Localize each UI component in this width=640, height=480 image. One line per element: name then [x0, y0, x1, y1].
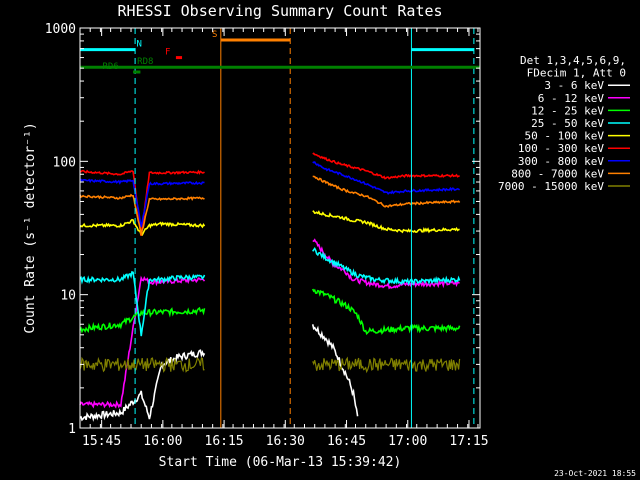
legend-label: 50 - 100 keV [525, 130, 605, 143]
x-tick-label: 16:45 [327, 434, 366, 449]
series-line-25-50-kev-0 [79, 270, 206, 337]
timestamp-footer: 23-Oct-2021 18:55 [554, 469, 636, 478]
series-line-800-7000-kev-1 [312, 175, 461, 208]
x-axis-label: Start Time (06-Mar-13 15:39:42) [159, 455, 402, 470]
series-line-12-25-kev-0 [79, 306, 206, 334]
legend-label: 7000 - 15000 keV [498, 180, 604, 193]
series-line-12-25-kev-1 [311, 288, 461, 336]
series-line-25-50-kev-1 [312, 246, 461, 286]
series-line-3-6-kev-1 [311, 324, 359, 417]
legend-label: 12 - 25 keV [531, 104, 604, 117]
legend: Det 1,3,4,5,6,9,FDecim 1, Att 03 - 6 keV… [498, 54, 630, 193]
flag-label-f: F [165, 48, 170, 58]
y-tick-label: 100 [53, 155, 76, 170]
axes: 1 10 100 1000 15:45 16:00 16:15 16:30 16:45 17:00… [45, 22, 489, 449]
chart-title: RHESSI Observing Summary Count Rates [117, 2, 442, 20]
flag-label-rd8: RD8 [137, 57, 153, 67]
series-line-3-6-kev-0 [79, 349, 206, 422]
series-line-300-800-kev-0 [79, 178, 205, 228]
series-line-50-100-kev-1 [312, 210, 460, 234]
x-tick-label: 17:00 [388, 434, 427, 449]
legend-label: 3 - 6 keV [544, 79, 604, 92]
legend-header: Det 1,3,4,5,6,9, [520, 54, 626, 67]
flag-label-rd6: RD6 [102, 62, 118, 72]
y-axis-label: Count Rate (s⁻¹ detector⁻¹) [23, 122, 38, 333]
legend-label: 100 - 300 keV [518, 142, 604, 155]
legend-label: 300 - 800 keV [518, 155, 604, 168]
x-tick-label: 17:15 [449, 434, 488, 449]
series-line-7000-15000-kev-1 [312, 356, 461, 374]
series-line-7000-15000-kev-0 [79, 356, 205, 373]
x-tick-label: 16:30 [266, 434, 305, 449]
legend-label: 6 - 12 keV [538, 92, 605, 105]
series-line-50-100-kev-0 [79, 218, 206, 236]
y-tick-label: 1 [68, 422, 76, 437]
series-line-6-12-kev-0 [79, 275, 206, 409]
series-line-300-800-kev-1 [312, 161, 461, 195]
x-tick-label: 15:45 [82, 434, 121, 449]
legend-label: 25 - 50 keV [531, 117, 604, 130]
series-line-800-7000-kev-0 [79, 193, 205, 236]
x-tick-label: 16:15 [205, 434, 244, 449]
flag-label-s: S [212, 30, 217, 40]
y-tick-label: 10 [60, 289, 76, 304]
x-tick-label: 16:00 [143, 434, 182, 449]
series-line-100-300-kev-0 [79, 169, 205, 236]
y-tick-label: 1000 [45, 22, 76, 37]
legend-header: FDecim 1, Att 0 [527, 67, 626, 80]
plot-frame [79, 27, 481, 429]
plot-area: N S RD8 RD6 F [79, 28, 480, 428]
series-line-100-300-kev-1 [312, 152, 460, 180]
flag-label-n: N [136, 40, 141, 50]
legend-label: 800 - 7000 keV [511, 167, 604, 180]
